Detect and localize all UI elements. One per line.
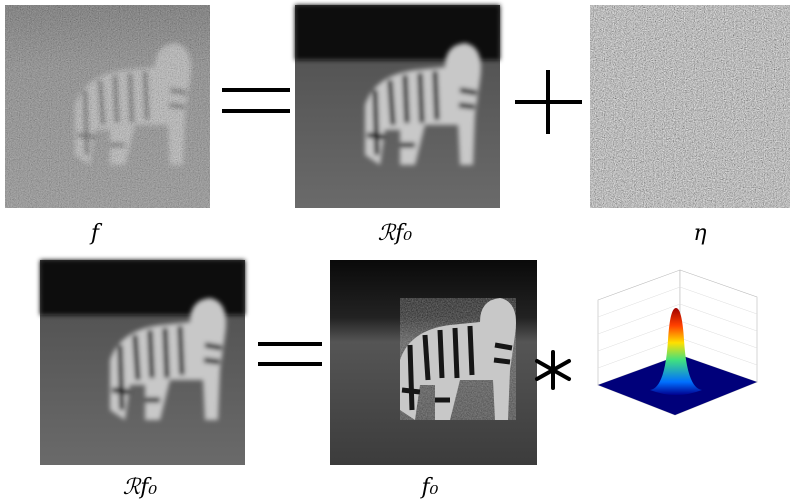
label: f₀ — [420, 475, 439, 499]
blurred-image — [295, 5, 500, 208]
gaussian-kernel-plot — [598, 270, 757, 415]
plus-sign — [515, 70, 582, 134]
label: ℛf₀ — [378, 221, 413, 246]
sharp-image — [330, 260, 537, 465]
page: f ℛf₀ η ℛf₀ f₀ (() => { const data = JSO… — [0, 0, 793, 499]
convolution-sign — [537, 352, 569, 388]
equals-sign — [258, 344, 322, 364]
equals-sign — [222, 90, 290, 111]
figure: f ℛf₀ η ℛf₀ f₀ — [0, 0, 793, 499]
noise-image — [590, 5, 790, 208]
blurred-image — [40, 260, 245, 465]
noisy-image — [5, 5, 210, 208]
label: ℛf₀ — [123, 475, 158, 499]
label: η — [693, 221, 706, 246]
label: f — [89, 221, 103, 246]
